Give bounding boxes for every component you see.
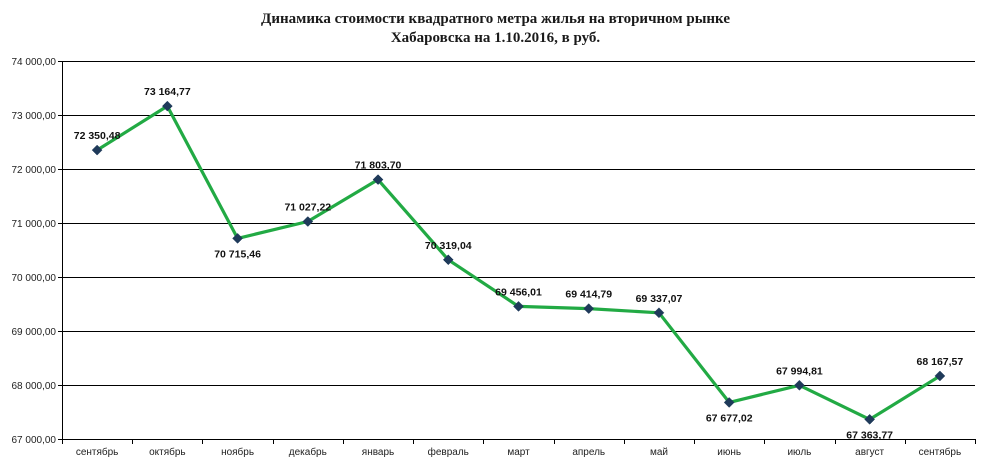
x-tick-label: ноябрь: [221, 446, 254, 458]
data-point-marker: [372, 174, 384, 185]
data-labels: 72 350,48 73 164,77 70 715,46 71 027,22 71 8…: [74, 86, 964, 441]
data-point-marker: [583, 303, 595, 314]
data-point-marker: [161, 100, 173, 112]
data-label: 71 027,22: [284, 202, 331, 214]
x-tick-label: январь: [362, 447, 394, 458]
x-tick-label: февраль: [428, 446, 469, 458]
data-point-marker: [232, 233, 243, 244]
y-tick-label: 69 000,00: [12, 327, 57, 338]
x-tick-label: март: [507, 447, 530, 458]
data-label: 71 803,70: [355, 160, 402, 172]
data-point-marker: [302, 216, 314, 227]
x-axis: сентябрь октябрь ноябрь декабрь январь феврал…: [62, 439, 976, 458]
x-tick-label: август: [855, 447, 884, 458]
data-markers: [91, 100, 946, 425]
data-label: 67 994,81: [776, 365, 823, 377]
data-label: 69 337,07: [636, 293, 683, 305]
x-tick-label: июнь: [717, 447, 741, 458]
y-tick-label: 70 000,00: [12, 273, 57, 284]
data-point-marker: [653, 307, 665, 319]
chart-title-line-1: Динамика стоимости квадратного метра жил…: [261, 11, 730, 27]
y-tick-label: 68 000,00: [12, 381, 57, 392]
data-label: 68 167,57: [917, 356, 964, 368]
data-label: 70 319,04: [425, 240, 472, 252]
data-label: 69 456,01: [495, 286, 542, 298]
x-tick-label: апрель: [572, 447, 605, 458]
x-tick-label: май: [650, 447, 668, 458]
y-tick-label: 74 000,00: [12, 57, 57, 68]
y-tick-label: 73 000,00: [12, 111, 57, 122]
data-label: 67 677,02: [706, 412, 753, 424]
data-label: 67 363,77: [846, 429, 893, 441]
data-point-marker: [864, 414, 876, 425]
x-tick-label: июль: [787, 447, 811, 458]
data-label: 70 715,46: [214, 248, 261, 260]
y-tick-label: 72 000,00: [12, 165, 57, 176]
data-label: 69 414,79: [565, 289, 612, 301]
data-point-marker: [442, 254, 454, 266]
x-tick-label: декабрь: [289, 446, 327, 458]
data-point-marker: [513, 301, 524, 312]
data-label: 73 164,77: [144, 86, 191, 98]
data-point-marker: [723, 397, 735, 408]
data-point-marker: [934, 370, 946, 382]
x-tick-label: октябрь: [149, 446, 186, 458]
data-point-marker: [91, 144, 103, 156]
x-tick-label: сентябрь: [919, 446, 962, 458]
y-tick-label: 67 000,00: [12, 435, 57, 446]
x-tick-label: сентябрь: [76, 446, 119, 458]
chart-title: Динамика стоимости квадратного метра жил…: [0, 10, 991, 48]
data-label: 72 350,48: [74, 130, 121, 142]
gridlines: [62, 61, 975, 386]
data-point-marker: [794, 379, 805, 391]
y-axis: 67 000,00 68 000,00 69 000,00 70 000,00 71 0…: [12, 57, 63, 446]
chart-title-line-2: Хабаровска на 1.10.2016, в руб.: [390, 30, 601, 46]
y-tick-label: 71 000,00: [12, 219, 57, 230]
